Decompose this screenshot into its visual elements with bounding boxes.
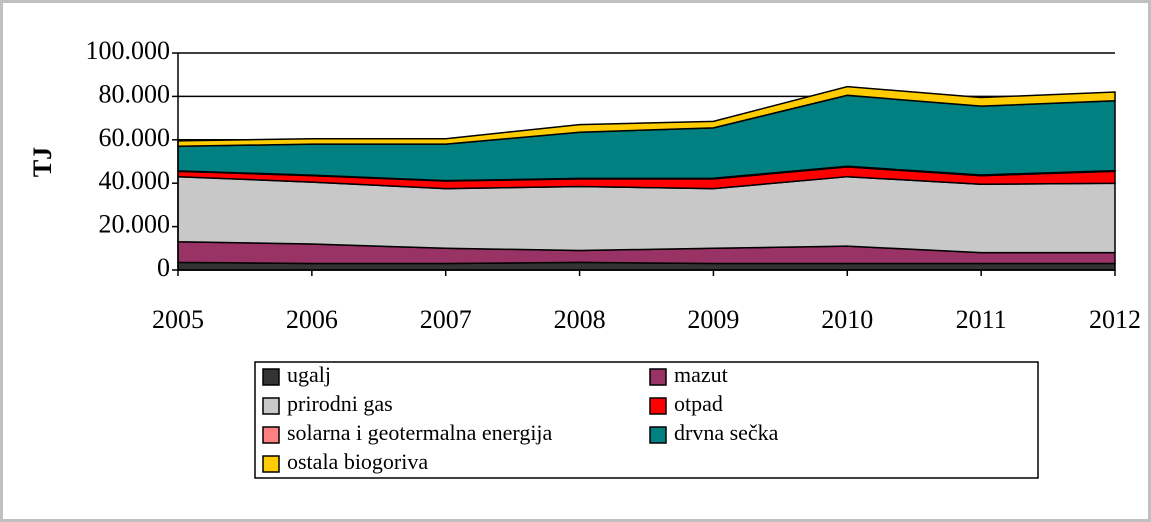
x-tick-label: 2010	[821, 305, 873, 334]
y-tick-label: 0	[157, 253, 170, 282]
legend-swatch	[649, 426, 667, 444]
x-tick-label: 2006	[286, 305, 338, 334]
legend-box	[254, 361, 1039, 479]
legend-swatch	[262, 397, 280, 415]
legend-label: prirodni gas	[287, 391, 393, 416]
legend-swatch	[262, 368, 280, 386]
x-tick-label: 2011	[956, 305, 1007, 334]
legend-swatch	[649, 368, 667, 386]
legend-label: drvna sečka	[674, 420, 779, 445]
x-tick-label: 2008	[554, 305, 606, 334]
legend-label: solarna i geotermalna energija	[287, 420, 553, 445]
x-tick-label: 2005	[152, 305, 204, 334]
x-tick-label: 2009	[687, 305, 739, 334]
area	[177, 85, 1116, 148]
legend-label: otpad	[674, 391, 723, 416]
legend-swatch	[262, 426, 280, 444]
y-tick-label: 40.000	[99, 166, 171, 195]
x-tick-label: 2012	[1089, 305, 1141, 334]
legend-label: ugalj	[287, 362, 331, 387]
y-tick-label: 100.000	[86, 36, 171, 65]
y-tick-label: 20.000	[99, 210, 171, 239]
y-tick-label: 80.000	[99, 79, 171, 108]
y-tick-label: 60.000	[99, 123, 171, 152]
x-tick-label: 2007	[420, 305, 472, 334]
y-axis-label: TJ	[28, 147, 57, 177]
legend-swatch	[262, 455, 280, 473]
legend-label: ostala biogoriva	[287, 449, 428, 474]
legend-swatch	[649, 397, 667, 415]
legend-label: mazut	[674, 362, 728, 387]
